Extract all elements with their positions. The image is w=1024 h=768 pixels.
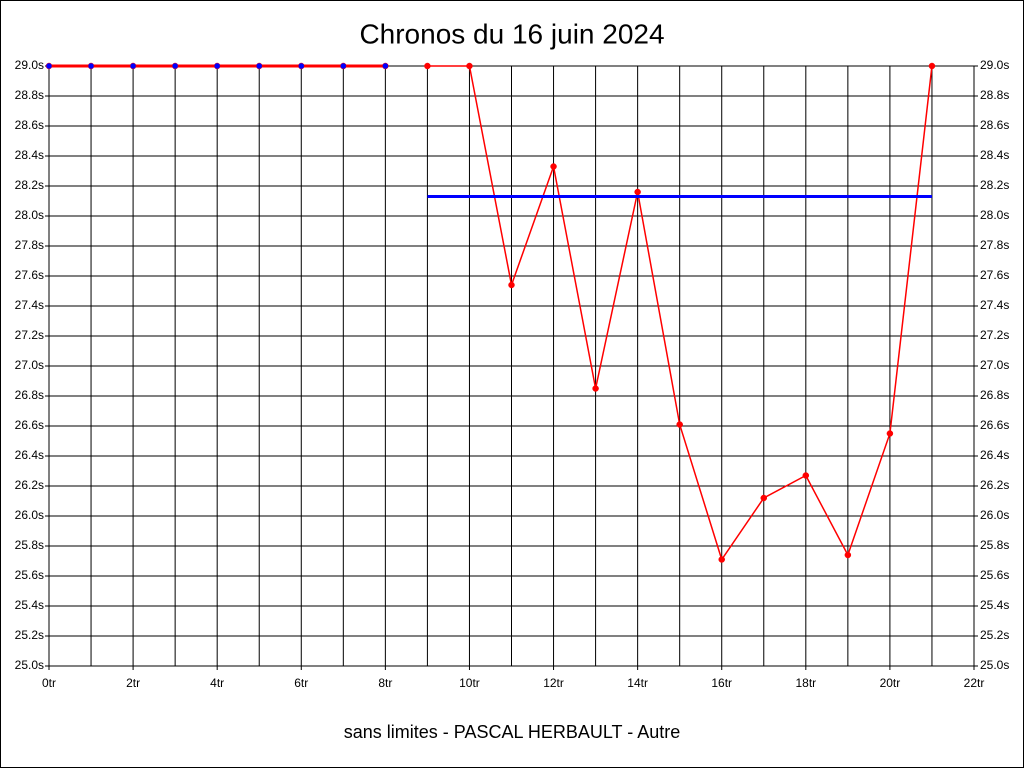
chart-title: Chronos du 16 juin 2024: [359, 18, 664, 49]
y-tick-label: 28.8s: [15, 88, 44, 102]
y-tick-label-right: 26.6s: [980, 418, 1009, 432]
data-point: [592, 385, 599, 392]
data-point: [45, 62, 53, 70]
x-tick-label: 12tr: [543, 676, 564, 690]
data-point: [844, 551, 852, 559]
data-point: [298, 62, 305, 70]
y-tick-label-right: 28.8s: [980, 88, 1009, 102]
y-tick-label: 25.8s: [15, 538, 44, 552]
y-tick-label-right: 26.4s: [980, 448, 1009, 462]
x-tick-label: 14tr: [627, 676, 648, 690]
y-tick-label-right: 27.8s: [980, 238, 1009, 252]
x-tick-label: 22tr: [964, 676, 985, 690]
y-tick-label: 25.4s: [15, 598, 44, 612]
x-tick-label: 18tr: [795, 676, 816, 690]
data-point: [760, 494, 768, 502]
y-tick-label-right: 28.6s: [980, 118, 1009, 132]
data-point: [382, 62, 389, 70]
data-point: [129, 62, 137, 70]
data-point: [466, 62, 473, 70]
y-tick-label-right: 26.0s: [980, 508, 1009, 522]
x-tick-label: 8tr: [378, 676, 392, 690]
x-axis-label: sans limites - PASCAL HERBAULT - Autre: [344, 722, 680, 742]
data-point: [255, 62, 263, 70]
y-tick-label-right: 26.2s: [980, 478, 1009, 492]
y-tick-label: 26.8s: [15, 388, 44, 402]
data-point: [550, 163, 557, 170]
data-point: [928, 62, 936, 70]
y-tick-label-right: 27.2s: [980, 328, 1009, 342]
y-tick-label: 25.6s: [15, 568, 44, 582]
y-tick-label: 25.0s: [15, 658, 44, 672]
y-tick-label-right: 25.6s: [980, 568, 1009, 582]
x-tick-label: 20tr: [880, 676, 901, 690]
y-tick-label-right: 25.2s: [980, 628, 1009, 642]
y-tick-label: 27.6s: [15, 268, 44, 282]
y-tick-label: 26.2s: [15, 478, 44, 492]
x-tick-label: 2tr: [126, 676, 140, 690]
y-tick-label: 27.4s: [15, 298, 44, 312]
y-tick-label-right: 29.0s: [980, 58, 1009, 72]
y-tick-label-right: 26.8s: [980, 388, 1009, 402]
y-tick-label-right: 25.8s: [980, 538, 1009, 552]
x-tick-label: 16tr: [711, 676, 732, 690]
y-tick-label: 27.0s: [15, 358, 44, 372]
data-point: [802, 472, 810, 479]
data-point: [87, 62, 95, 70]
plot-border: [48, 65, 975, 667]
x-tick-label: 6tr: [294, 676, 308, 690]
data-point: [676, 421, 683, 428]
data-point: [340, 62, 347, 70]
y-tick-label: 25.2s: [15, 628, 44, 642]
data-point: [508, 281, 515, 289]
y-tick-label: 26.0s: [15, 508, 44, 522]
y-tick-label-right: 25.0s: [980, 658, 1009, 672]
y-tick-label: 26.4s: [15, 448, 44, 462]
y-tick-label: 29.0s: [15, 58, 44, 72]
y-tick-label-right: 27.0s: [980, 358, 1009, 372]
y-tick-label-right: 25.4s: [980, 598, 1009, 612]
y-tick-label: 28.2s: [15, 178, 44, 192]
y-tick-label-right: 27.4s: [980, 298, 1009, 312]
y-tick-label-right: 28.2s: [980, 178, 1009, 192]
x-tick-label: 10tr: [459, 676, 480, 690]
y-tick-label: 26.6s: [15, 418, 44, 432]
data-point: [634, 188, 641, 196]
y-tick-label: 28.4s: [15, 148, 44, 162]
y-tick-label-right: 28.4s: [980, 148, 1009, 162]
data-point: [171, 62, 179, 70]
y-tick-label-right: 27.6s: [980, 268, 1009, 282]
y-tick-label: 27.2s: [15, 328, 44, 342]
data-point: [213, 62, 221, 70]
data-point: [886, 430, 894, 437]
data-point: [718, 556, 725, 563]
y-tick-label: 28.0s: [15, 208, 44, 222]
data-point: [424, 62, 431, 70]
x-tick-label: 0tr: [42, 676, 56, 690]
y-tick-label-right: 28.0s: [980, 208, 1009, 222]
y-tick-label: 27.8s: [15, 238, 44, 252]
x-tick-label: 4tr: [210, 676, 224, 690]
y-tick-label: 28.6s: [15, 118, 44, 132]
